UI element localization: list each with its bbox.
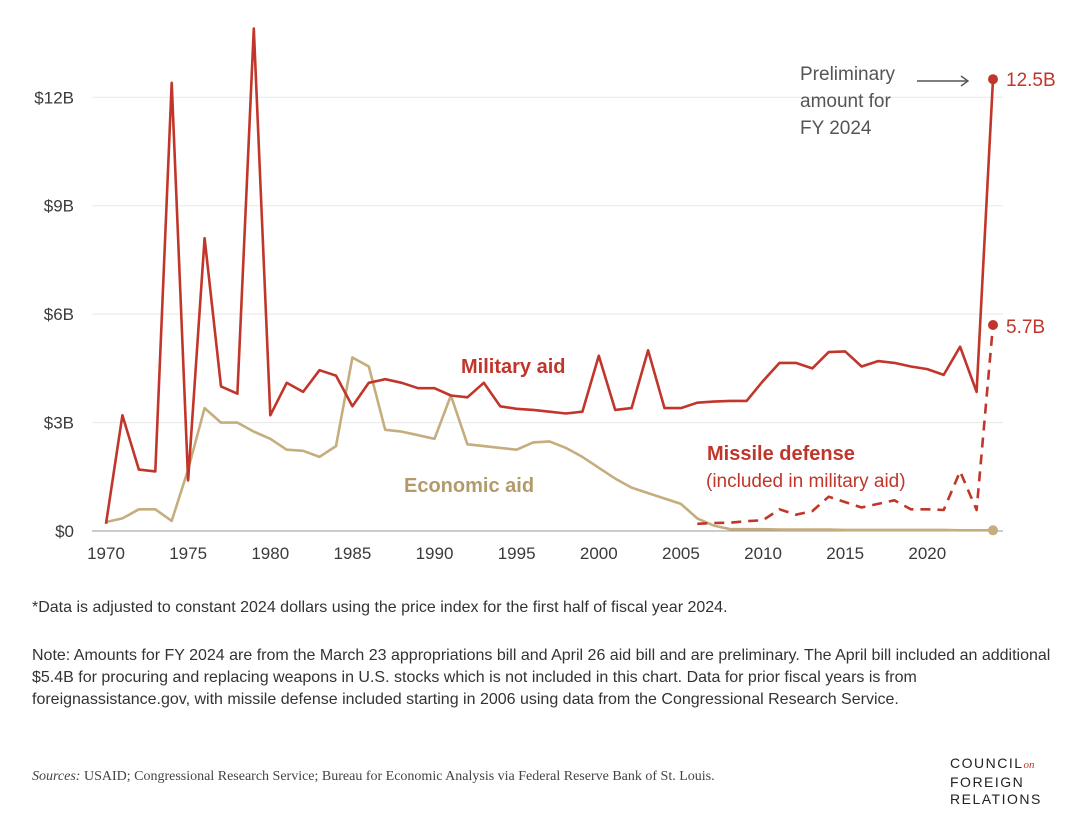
sources-text: USAID; Congressional Research Service; B…	[80, 769, 715, 784]
x-tick-label: 1975	[169, 544, 207, 563]
series-lines	[104, 27, 998, 536]
logo-on: on	[1023, 759, 1035, 771]
footnote: *Data is adjusted to constant 2024 dolla…	[32, 599, 728, 616]
end-point-economic-aid	[988, 525, 998, 536]
x-tick-label: 2005	[662, 544, 700, 563]
annotations: Military aid Economic aid Missile defens…	[404, 64, 1056, 497]
y-tick-label: $3B	[44, 414, 74, 433]
label-military-aid: Military aid	[461, 356, 565, 378]
label-missile-defense-note: (included in military aid)	[706, 471, 906, 492]
x-tick-label: 2010	[744, 544, 782, 563]
logo-line-1: COUNCIL	[950, 755, 1024, 771]
end-point-military-aid	[988, 74, 998, 85]
y-tick-label: $12B	[34, 88, 74, 107]
sources: Sources: USAID; Congressional Research S…	[32, 769, 715, 785]
y-tick-label: $6B	[44, 305, 74, 324]
series-line-military-aid	[104, 27, 995, 524]
x-tick-label: 1985	[333, 544, 371, 563]
y-tick-label: $0	[55, 522, 74, 541]
chart: $0 $3B $6B $9B $12B 1970 1975 1980 1985 1990 1995…	[34, 27, 1056, 563]
arrow-icon	[917, 75, 970, 87]
note: Note: Amounts for FY 2024 are from the M…	[32, 647, 1051, 708]
gridlines	[92, 96, 1003, 532]
x-tick-label: 2015	[826, 544, 864, 563]
x-axis-ticks: 1970 1975 1980 1985 1990 1995 2000 2005 2010 2015…	[87, 544, 946, 563]
sources-label: Sources:	[32, 769, 81, 784]
x-tick-label: 1995	[498, 544, 536, 563]
end-point-missile-defense	[988, 319, 998, 330]
x-tick-label: 1970	[87, 544, 125, 563]
logo-line-3: RELATIONS	[950, 791, 1042, 807]
y-tick-label: $9B	[44, 197, 74, 216]
x-tick-label: 1980	[251, 544, 289, 563]
y-axis-ticks: $0 $3B $6B $9B $12B	[34, 88, 74, 541]
x-tick-label: 2020	[908, 544, 946, 563]
prelim-line-1: Preliminary	[800, 64, 896, 85]
series-line-missile-defense	[697, 324, 995, 526]
x-tick-label: 2000	[580, 544, 618, 563]
value-military-2024: 12.5B	[1006, 70, 1056, 91]
x-tick-label: 1990	[416, 544, 454, 563]
value-missile-2024: 5.7B	[1006, 317, 1045, 338]
cfr-logo: COUNCILon FOREIGN RELATIONS	[950, 755, 1042, 808]
label-missile-defense: Missile defense	[707, 443, 855, 465]
series-line-economic-aid	[105, 356, 993, 532]
logo-line-2: FOREIGN	[950, 774, 1025, 790]
prelim-line-3: FY 2024	[800, 118, 872, 139]
label-economic-aid: Economic aid	[404, 475, 534, 497]
prelim-line-2: amount for	[800, 91, 891, 112]
